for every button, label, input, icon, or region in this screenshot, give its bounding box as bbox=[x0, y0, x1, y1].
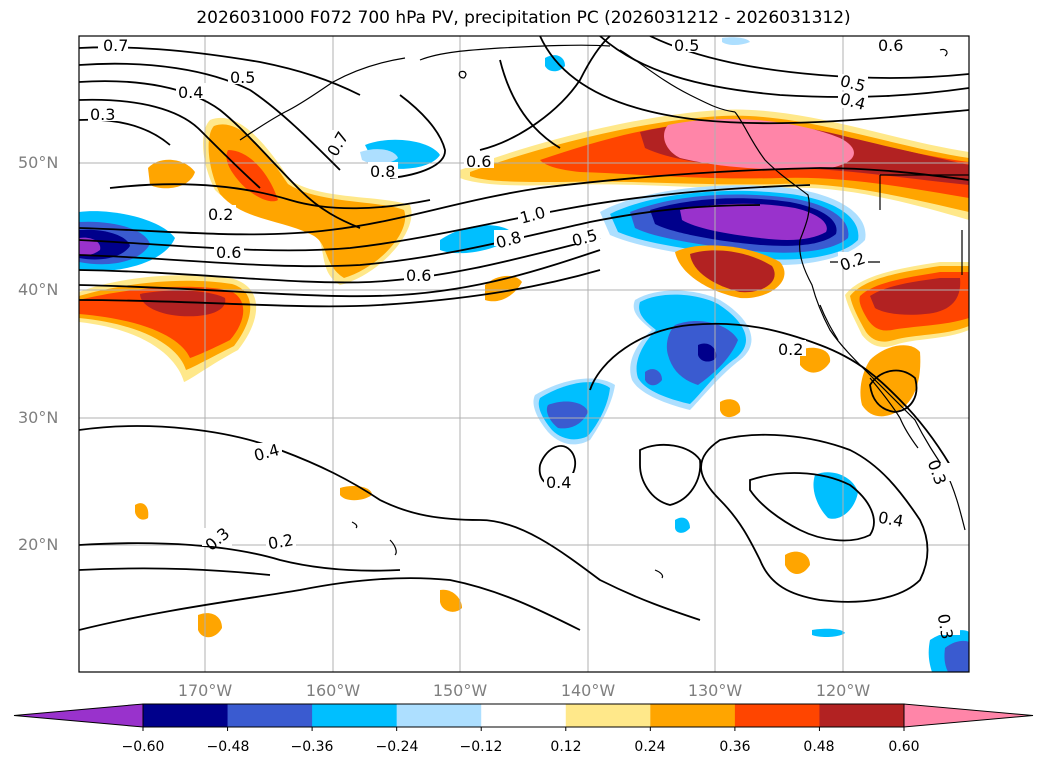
colorbar-segment bbox=[565, 704, 651, 727]
contour-label: 0.6 bbox=[406, 266, 431, 285]
colorbar-right-arrow bbox=[903, 703, 1034, 728]
colorbar-segment bbox=[819, 704, 905, 727]
lon-label: 150°W bbox=[432, 681, 488, 700]
colorbar-left-arrow bbox=[13, 703, 144, 728]
colorbar-tick-label: −0.36 bbox=[290, 739, 334, 755]
contour-label: 0.8 bbox=[370, 162, 395, 181]
lon-label: 160°W bbox=[305, 681, 361, 700]
contour-label: 0.6 bbox=[878, 36, 903, 55]
contour-label: 0.6 bbox=[466, 152, 491, 171]
colorbar-segment bbox=[734, 704, 820, 727]
contour-label: 0.5 bbox=[230, 68, 255, 87]
contour-label: 0.2 bbox=[208, 205, 233, 224]
contour-label: 0.7 bbox=[103, 36, 128, 55]
colorbar-segment bbox=[396, 704, 482, 727]
map-title: 2026031000 F072 700 hPa PV, precipitatio… bbox=[196, 8, 851, 28]
colorbar-segment bbox=[227, 704, 313, 727]
colorbar-segment bbox=[481, 704, 567, 727]
colorbar-tick-label: −0.48 bbox=[206, 739, 250, 755]
contour-label: 0.4 bbox=[178, 83, 203, 102]
lon-label: 140°W bbox=[560, 681, 616, 700]
contour-label: 0.3 bbox=[934, 612, 957, 640]
colorbar bbox=[13, 703, 1034, 731]
contour-label: 0.5 bbox=[674, 36, 699, 55]
plot-area: 0.7 0.5 0.4 0.3 0.2 0.6 0.8 0.7 0.6 1.0 … bbox=[79, 36, 969, 672]
lon-label: 130°W bbox=[687, 681, 743, 700]
contour-label: 0.2 bbox=[778, 340, 803, 359]
colorbar-segment bbox=[312, 704, 398, 727]
colorbar-tick-label: 0.60 bbox=[888, 739, 920, 755]
colorbar-segment bbox=[143, 704, 229, 727]
colorbar-tick-label: −0.12 bbox=[459, 739, 503, 755]
contour-label: 0.4 bbox=[546, 473, 571, 492]
colorbar-segment bbox=[650, 704, 736, 727]
colorbar-tick-label: 0.24 bbox=[634, 739, 666, 755]
lon-label: 170°W bbox=[177, 681, 233, 700]
colorbar-tick-label: −0.24 bbox=[375, 739, 419, 755]
pv-contours bbox=[79, 36, 969, 631]
contour-label: 0.6 bbox=[216, 243, 241, 262]
lat-label: 30°N bbox=[18, 408, 59, 427]
colorbar-frame bbox=[142, 703, 905, 728]
colorbar-tick-label: 0.12 bbox=[550, 739, 582, 755]
contour-label: 0.4 bbox=[877, 508, 905, 531]
lon-label: 120°W bbox=[815, 681, 871, 700]
contour-label: 0.3 bbox=[90, 105, 115, 124]
colorbar-tick-label: −0.60 bbox=[121, 739, 165, 755]
lat-label: 20°N bbox=[18, 535, 59, 554]
lat-label: 50°N bbox=[18, 153, 59, 172]
colorbar-tick-label: 0.36 bbox=[719, 739, 751, 755]
contour-label: 0.2 bbox=[266, 530, 294, 553]
lat-label: 40°N bbox=[18, 280, 59, 299]
plot-frame bbox=[78, 35, 970, 673]
colorbar-tick-label: 0.48 bbox=[803, 739, 835, 755]
